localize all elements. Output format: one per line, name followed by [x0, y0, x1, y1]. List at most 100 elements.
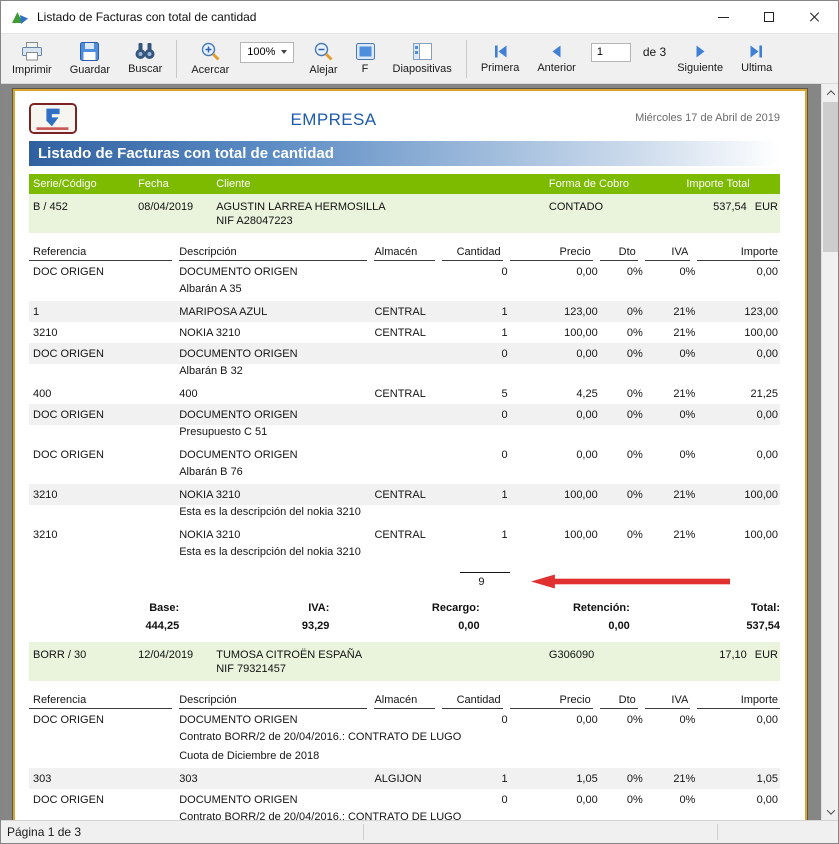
scrollbar-thumb[interactable] — [823, 102, 838, 252]
vertical-scrollbar[interactable] — [821, 84, 838, 820]
scroll-up-button[interactable] — [822, 84, 838, 101]
cell-almacen — [374, 709, 442, 730]
red-arrow-annotation — [530, 574, 730, 589]
note-row: Albarán A 35 — [29, 282, 780, 301]
search-button[interactable]: Buscar — [119, 36, 171, 82]
cell-almacen — [374, 343, 443, 364]
chevron-down-icon — [281, 50, 288, 54]
cell-descripcion: DOCUMENTO ORIGEN — [179, 404, 375, 425]
fit-page-button[interactable]: F — [347, 36, 384, 82]
cell-referencia: DOC ORIGEN — [29, 404, 180, 425]
cell-dto: 0% — [626, 388, 643, 400]
summary-value: 444,25 — [145, 620, 180, 632]
summary-label: Total: — [750, 602, 781, 614]
toolbar-separator — [176, 39, 178, 78]
cell-referencia: 303 — [29, 768, 180, 789]
cell-precio: 0,00 — [576, 449, 598, 461]
cell-iva: 21% — [673, 327, 696, 339]
cell-cantidad: 0 — [501, 266, 508, 278]
cell-importe: 100,00 — [697, 484, 780, 505]
report-body: B / 452 08/04/2019 AGUSTIN LARREA HERMOSIL… — [29, 194, 780, 820]
page-number-input[interactable] — [590, 42, 631, 62]
cell-iva: 0% — [644, 343, 698, 364]
detail-column-header: Dto — [599, 244, 645, 261]
cell-iva: 0% — [644, 404, 698, 425]
cell-dto: 0% — [599, 301, 645, 322]
detail-column-header: Almacén — [374, 244, 442, 261]
detail-column-header: Precio — [509, 692, 600, 709]
cell-precio: 0,00 — [576, 794, 598, 806]
save-button[interactable]: Guardar — [61, 36, 119, 82]
cell-almacen — [374, 789, 442, 810]
summary-value: 0,00 — [608, 620, 630, 632]
cell-dto: 0% — [626, 449, 643, 461]
next-page-button[interactable]: Siguiente — [668, 36, 732, 82]
importe-value: 17,10 — [719, 649, 747, 661]
zoom-out-button[interactable]: Alejar — [300, 36, 346, 82]
invoice-fecha: 12/04/2019 — [138, 649, 194, 661]
last-page-button[interactable]: Ultima — [732, 36, 781, 82]
cell-almacen: CENTRAL — [374, 327, 426, 339]
zoom-level-select[interactable]: 100% — [240, 41, 295, 63]
first-page-icon — [494, 45, 507, 57]
page-status-text: Página 1 de 3 — [7, 825, 82, 839]
detail-column-header: IVA — [644, 692, 698, 709]
print-button[interactable]: Imprimir — [3, 36, 61, 82]
cell-referencia: 400 — [33, 388, 52, 400]
report-date: Miércoles 17 de Abril de 2019 — [635, 112, 780, 124]
cell-cantidad: 0 — [442, 404, 510, 425]
cell-cantidad: 1 — [442, 484, 510, 505]
cliente-nif: NIF 79321457 — [216, 663, 286, 675]
note-row: Presupuesto C 51 — [29, 425, 780, 444]
cell-dto: 0% — [626, 714, 643, 726]
invoice-columns-header: Serie/Código Fecha Cliente Forma de Cobr… — [29, 174, 780, 194]
report-title-banner: Listado de Facturas con total de cantida… — [29, 141, 780, 166]
close-button[interactable] — [792, 1, 838, 33]
cell-iva: 0% — [679, 449, 696, 461]
previous-page-button[interactable]: Anterior — [528, 36, 585, 82]
cell-precio: 0,00 — [576, 714, 598, 726]
summary-column: Recargo: 0,00 — [329, 602, 480, 632]
cell-precio: 1,05 — [509, 768, 600, 789]
note-row: Esta es la descripción del nokia 3210 — [29, 505, 780, 524]
zoom-in-icon — [201, 42, 220, 61]
summary-value: 537,54 — [746, 620, 781, 632]
minimize-button[interactable] — [700, 1, 746, 33]
save-icon — [80, 41, 100, 61]
cell-descripcion: DOCUMENTO ORIGEN — [179, 449, 298, 461]
first-page-button[interactable]: Primera — [472, 36, 529, 82]
invoice-row: B / 452 08/04/2019 AGUSTIN LARREA HERMOSIL… — [29, 194, 780, 233]
cell-dto: 0% — [626, 266, 643, 278]
column-forma-cobro: Forma de Cobro — [548, 178, 630, 190]
detail-row: DOC ORIGEN DOCUMENTO ORIGEN 0 0,00 0% 0% 0,00 — [29, 444, 780, 465]
note-text: Esta es la descripción del nokia 3210 — [179, 545, 780, 564]
print-label: Imprimir — [12, 63, 52, 76]
cell-cantidad: 0 — [442, 343, 510, 364]
summary-column: Total: 537,54 — [630, 602, 780, 632]
detail-column-header: Cantidad — [442, 692, 510, 709]
cell-dto: 0% — [626, 794, 643, 806]
detail-column-header: Dto — [599, 692, 645, 709]
detail-header-row: Referencia Descripción Almacén Cantidad Prec… — [29, 244, 780, 261]
detail-row: DOC ORIGEN DOCUMENTO ORIGEN 0 0,00 0% 0% 0,00 — [29, 709, 780, 730]
detail-table: Referencia Descripción Almacén Cantidad Prec… — [29, 244, 780, 564]
cell-almacen — [374, 261, 442, 282]
scroll-down-button[interactable] — [822, 803, 838, 820]
cell-descripcion: MARIPOSA AZUL — [179, 301, 375, 322]
save-label: Guardar — [69, 63, 111, 76]
slides-button[interactable]: Diapositivas — [384, 36, 461, 82]
cliente-name: AGUSTIN LARREA HERMOSILLA — [216, 201, 386, 213]
cell-importe: 123,00 — [697, 301, 780, 322]
cell-importe: 0,00 — [697, 404, 780, 425]
note-text: Albarán A 35 — [179, 282, 780, 301]
summary-value: 0,00 — [458, 620, 480, 632]
summary-label: Recargo: — [431, 602, 480, 614]
detail-table: Referencia Descripción Almacén Cantidad Prec… — [29, 692, 780, 820]
previous-page-icon — [552, 45, 561, 57]
maximize-button[interactable] — [746, 1, 792, 33]
summary-column: Retención: 0,00 — [480, 602, 630, 632]
zoom-in-button[interactable]: Acercar — [182, 36, 238, 82]
detail-row: DOC ORIGEN DOCUMENTO ORIGEN 0 0,00 0% 0% 0,00 — [29, 404, 780, 425]
cell-cantidad: 5 — [501, 388, 508, 400]
